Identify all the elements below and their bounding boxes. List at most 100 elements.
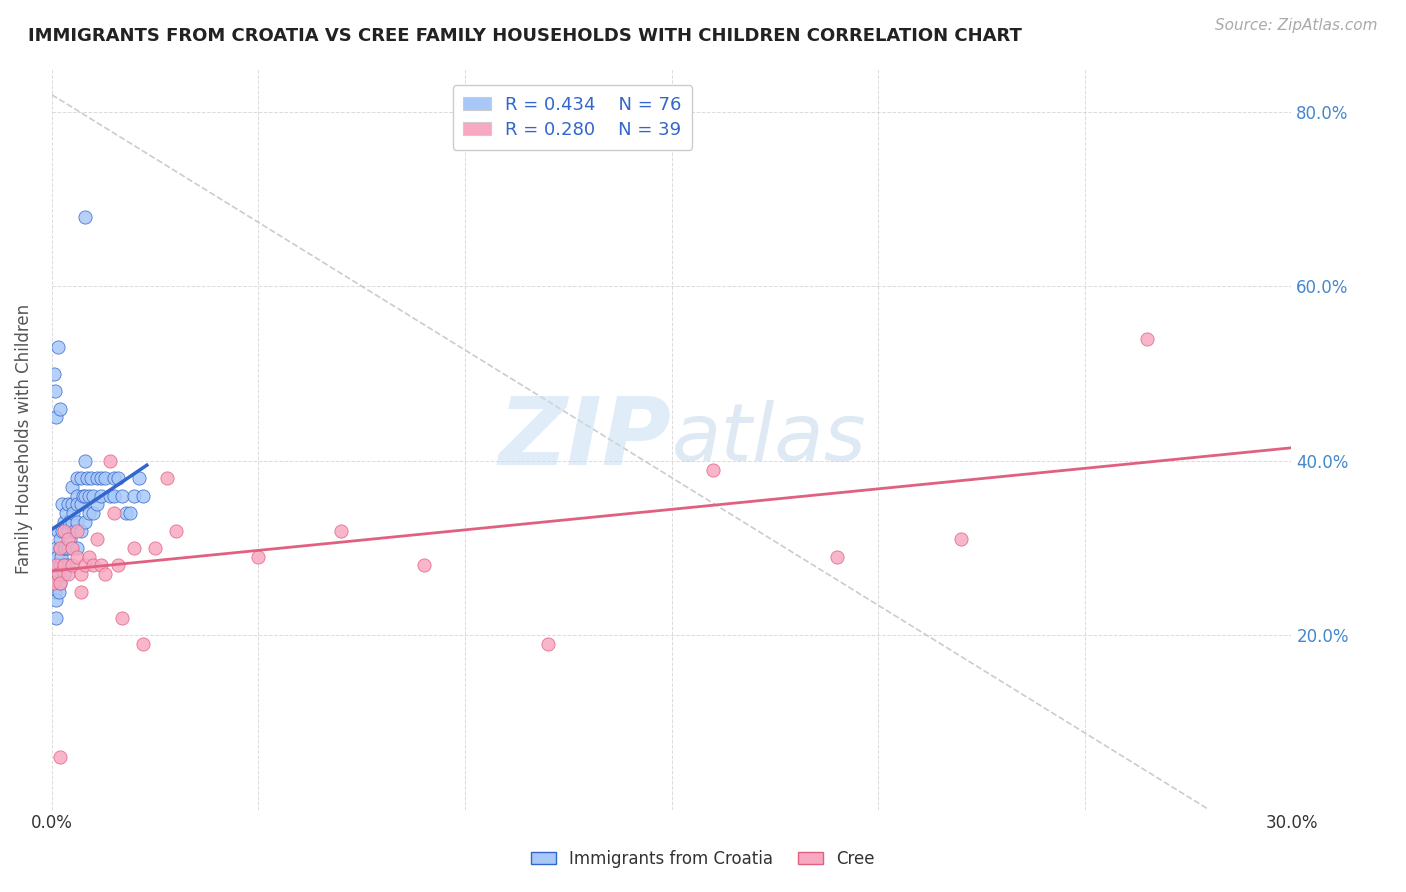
Point xyxy=(58,558,80,573)
Point xyxy=(115,506,138,520)
Point xyxy=(65,541,87,555)
Point xyxy=(45,558,67,573)
Point xyxy=(103,471,125,485)
Point xyxy=(55,506,77,520)
Point xyxy=(103,506,125,520)
Point xyxy=(72,489,94,503)
Point xyxy=(120,506,142,520)
Point xyxy=(53,567,76,582)
Point xyxy=(62,541,84,555)
Point xyxy=(49,750,72,764)
Point xyxy=(86,497,108,511)
Point xyxy=(49,401,72,416)
Point xyxy=(949,533,972,547)
Point xyxy=(82,489,104,503)
Point xyxy=(69,524,91,538)
Point xyxy=(58,541,80,555)
Point xyxy=(69,497,91,511)
Point xyxy=(53,558,76,573)
Point xyxy=(1136,332,1159,346)
Point xyxy=(73,454,96,468)
Text: Source: ZipAtlas.com: Source: ZipAtlas.com xyxy=(1215,18,1378,33)
Point xyxy=(143,541,166,555)
Point xyxy=(124,541,146,555)
Point xyxy=(62,558,84,573)
Point xyxy=(98,489,121,503)
Point xyxy=(53,541,76,555)
Point xyxy=(69,567,91,582)
Point xyxy=(59,533,82,547)
Point xyxy=(86,471,108,485)
Point xyxy=(58,533,80,547)
Point xyxy=(65,515,87,529)
Point xyxy=(51,524,73,538)
Point xyxy=(128,471,150,485)
Point xyxy=(412,558,434,573)
Point xyxy=(49,575,72,590)
Point xyxy=(702,462,724,476)
Point xyxy=(103,489,125,503)
Point xyxy=(77,506,100,520)
Point xyxy=(42,575,65,590)
Point xyxy=(58,567,80,582)
Point xyxy=(45,558,67,573)
Point xyxy=(65,489,87,503)
Point xyxy=(42,367,65,381)
Point xyxy=(124,489,146,503)
Point xyxy=(111,611,134,625)
Point xyxy=(62,541,84,555)
Point xyxy=(156,471,179,485)
Text: ZIP: ZIP xyxy=(499,393,672,485)
Point xyxy=(51,497,73,511)
Point xyxy=(82,506,104,520)
Point xyxy=(90,489,112,503)
Legend: Immigrants from Croatia, Cree: Immigrants from Croatia, Cree xyxy=(524,844,882,875)
Point xyxy=(69,471,91,485)
Point xyxy=(77,489,100,503)
Point xyxy=(49,575,72,590)
Point xyxy=(94,471,117,485)
Point xyxy=(247,549,270,564)
Point xyxy=(62,480,84,494)
Point xyxy=(62,506,84,520)
Point xyxy=(73,210,96,224)
Point xyxy=(45,593,67,607)
Legend: R = 0.434    N = 76, R = 0.280    N = 39: R = 0.434 N = 76, R = 0.280 N = 39 xyxy=(453,85,692,150)
Point xyxy=(62,515,84,529)
Point xyxy=(44,384,66,398)
Point xyxy=(63,524,86,538)
Point xyxy=(77,549,100,564)
Point xyxy=(65,524,87,538)
Point xyxy=(131,489,153,503)
Point xyxy=(45,611,67,625)
Point xyxy=(46,567,69,582)
Point xyxy=(73,558,96,573)
Point xyxy=(825,549,848,564)
Point xyxy=(53,567,76,582)
Point xyxy=(73,489,96,503)
Text: atlas: atlas xyxy=(672,400,866,478)
Point xyxy=(58,524,80,538)
Point xyxy=(62,497,84,511)
Point xyxy=(49,541,72,555)
Point xyxy=(53,541,76,555)
Point xyxy=(58,515,80,529)
Point xyxy=(46,524,69,538)
Point xyxy=(107,558,129,573)
Point xyxy=(330,524,353,538)
Point xyxy=(65,549,87,564)
Point xyxy=(49,533,72,547)
Point xyxy=(45,541,67,555)
Point xyxy=(82,558,104,573)
Point xyxy=(46,567,69,582)
Point xyxy=(53,524,76,538)
Point xyxy=(536,637,558,651)
Point xyxy=(76,471,98,485)
Text: IMMIGRANTS FROM CROATIA VS CREE FAMILY HOUSEHOLDS WITH CHILDREN CORRELATION CHAR: IMMIGRANTS FROM CROATIA VS CREE FAMILY H… xyxy=(28,27,1022,45)
Point xyxy=(94,567,117,582)
Point xyxy=(42,575,65,590)
Y-axis label: Family Households with Children: Family Households with Children xyxy=(15,304,32,574)
Point xyxy=(73,515,96,529)
Point xyxy=(44,584,66,599)
Point xyxy=(53,515,76,529)
